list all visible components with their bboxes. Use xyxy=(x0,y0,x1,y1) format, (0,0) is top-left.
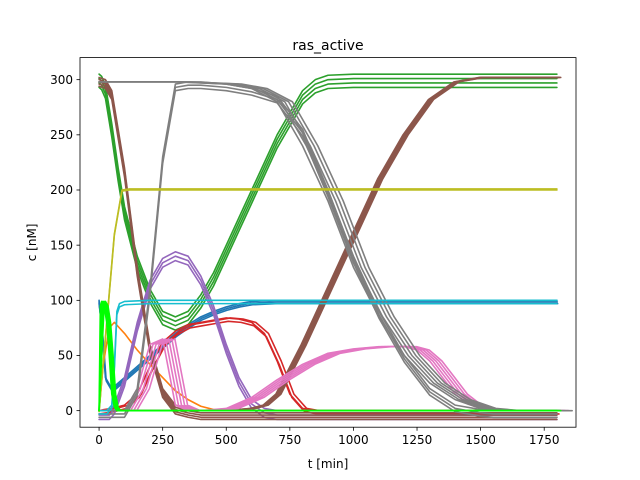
series-line xyxy=(98,76,557,412)
series-group xyxy=(98,81,573,412)
x-tick-label: 250 xyxy=(151,433,174,447)
x-tick-label: 1750 xyxy=(529,433,560,447)
series-line xyxy=(98,299,558,412)
y-tick-label: 50 xyxy=(58,349,73,363)
series-line xyxy=(98,86,558,331)
series-group xyxy=(98,76,562,412)
y-tick-label: 0 xyxy=(65,404,73,418)
series-line xyxy=(98,300,562,412)
x-tick-label: 1250 xyxy=(402,433,433,447)
series-line xyxy=(98,302,558,415)
x-tick-label: 750 xyxy=(278,433,301,447)
x-axis-label: t [min] xyxy=(308,457,349,471)
x-tick-label: 1500 xyxy=(465,433,496,447)
y-tick-label: 250 xyxy=(50,128,73,142)
series-group xyxy=(98,299,558,415)
y-tick-label: 150 xyxy=(50,238,73,252)
x-tick-label: 1000 xyxy=(338,433,369,447)
series-line xyxy=(98,250,558,412)
x-axis: 0 250 500 750 1000 1250 1500 1750 xyxy=(95,427,559,447)
series-group xyxy=(98,300,562,412)
axes-frame xyxy=(79,57,577,428)
y-tick-label: 200 xyxy=(50,183,73,197)
y-tick-label: 300 xyxy=(50,73,73,87)
series-line xyxy=(98,301,559,392)
x-tick-label: 500 xyxy=(215,433,238,447)
y-axis-label: c [nM] xyxy=(25,224,39,262)
x-tick-label: 0 xyxy=(95,433,103,447)
y-axis: 0 50 100 150 200 250 300 xyxy=(50,73,80,418)
series-layer xyxy=(98,73,573,421)
chart-title: ras_active xyxy=(292,38,363,54)
series-line xyxy=(98,85,558,421)
series-group xyxy=(98,73,558,331)
y-tick-label: 100 xyxy=(50,294,73,308)
series-line xyxy=(98,81,573,412)
